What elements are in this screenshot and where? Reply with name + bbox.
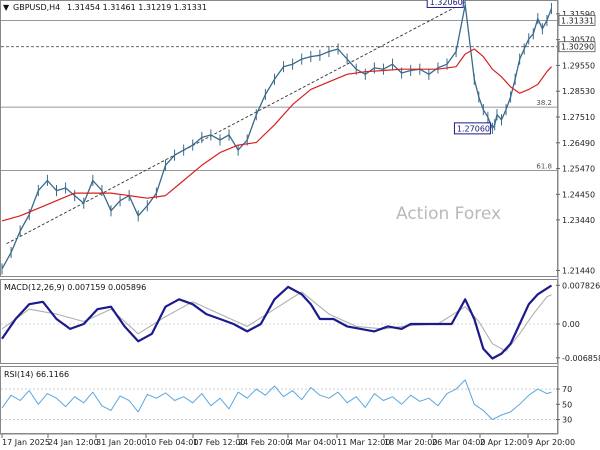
x-tick-label-10: 2 Apr 12:00 bbox=[480, 438, 527, 447]
hline-price-box-1 bbox=[558, 41, 596, 53]
rsi-layer: 70 50 30 bbox=[1, 379, 572, 425]
x-tick-label-3: 10 Feb 04:00 bbox=[146, 438, 198, 447]
macd-y-tick-2: -0.006858 bbox=[562, 354, 600, 363]
macd-y-tick-1: 0.00 bbox=[562, 320, 580, 329]
price-panel-frame bbox=[0, 0, 558, 277]
macd-line bbox=[1, 284, 553, 360]
price-y-tick-4: 1.26490 bbox=[562, 139, 595, 148]
x-tick-label-11: 9 Apr 20:00 bbox=[528, 438, 575, 447]
hline-price-box-0 bbox=[558, 14, 596, 26]
annotation-box-0 bbox=[426, 0, 464, 8]
x-tick-label-6: 4 Mar 04:00 bbox=[288, 438, 336, 447]
symbol-label: GBPUSD,H4 bbox=[13, 3, 60, 12]
rsi-panel-frame bbox=[0, 366, 558, 434]
rsi-title: RSI(14) 66.1166 bbox=[4, 370, 69, 379]
moving-average-line bbox=[1, 48, 552, 222]
x-tick-label-7: 11 Mar 12:00 bbox=[337, 438, 390, 447]
hline-price-label-0: 1.31331 bbox=[561, 16, 594, 25]
price-y-tick-2: 1.24450 bbox=[562, 190, 595, 199]
price-y-tick-1: 1.23440 bbox=[562, 216, 595, 225]
x-tick-label-2: 31 Jan 20:00 bbox=[96, 438, 147, 447]
rsi-line bbox=[1, 379, 552, 421]
price-y-tick-5: 1.27510 bbox=[562, 113, 595, 122]
rsi-y-tick-2: 30 bbox=[562, 416, 572, 425]
x-tick-label-9: 26 Mar 04:00 bbox=[432, 438, 485, 447]
annotation-box-1 bbox=[453, 122, 491, 135]
price-y-tick-3: 1.25470 bbox=[562, 165, 595, 174]
x-tick-label-4: 17 Feb 12:00 bbox=[193, 438, 245, 447]
price-y-tick-0: 1.21440 bbox=[562, 267, 595, 276]
fib-level-label-3: 61.8 bbox=[536, 162, 552, 170]
macd-signal-line bbox=[1, 291, 552, 352]
annotation-label-1: 1.27060 bbox=[457, 124, 490, 133]
price-layer: 1.21440 1.23440 1.24450 1.25470 1.26490 1.275… bbox=[1, 0, 596, 276]
annotation-label-0: 1.32060 bbox=[430, 0, 463, 7]
hline-price-label-1: 1.30290 bbox=[561, 43, 594, 52]
collapse-triangle-icon[interactable]: ▼ bbox=[3, 3, 10, 12]
x-tick-label-8: 18 Mar 20:00 bbox=[384, 438, 437, 447]
macd-title: MACD(12,26,9) 0.007159 0.005896 bbox=[4, 283, 146, 292]
macd-layer: 0.007826 0.00 -0.006858 bbox=[1, 281, 600, 363]
price-y-tick-8: 1.30570 bbox=[562, 36, 595, 45]
x-tick-label-0: 17 Jan 2025 bbox=[2, 438, 50, 447]
macd-y-tick-0: 0.007826 bbox=[562, 281, 600, 290]
rsi-y-tick-1: 50 bbox=[562, 400, 572, 409]
watermark: Action Forex bbox=[396, 204, 501, 224]
price-y-tick-9: 1.31590 bbox=[562, 10, 595, 19]
price-y-tick-6: 1.28530 bbox=[562, 87, 595, 96]
price-y-tick-7: 1.29550 bbox=[562, 61, 595, 70]
x-tick-label-1: 24 Jan 12:00 bbox=[48, 438, 99, 447]
fib-level-label-2: 38.2 bbox=[536, 99, 552, 107]
ohlc-values: 1.31454 1.31461 1.31219 1.31331 bbox=[67, 3, 207, 12]
x-tick-label-5: 24 Feb 20:00 bbox=[238, 438, 290, 447]
rsi-y-tick-0: 70 bbox=[562, 385, 572, 394]
price-series-line bbox=[1, 4, 553, 270]
